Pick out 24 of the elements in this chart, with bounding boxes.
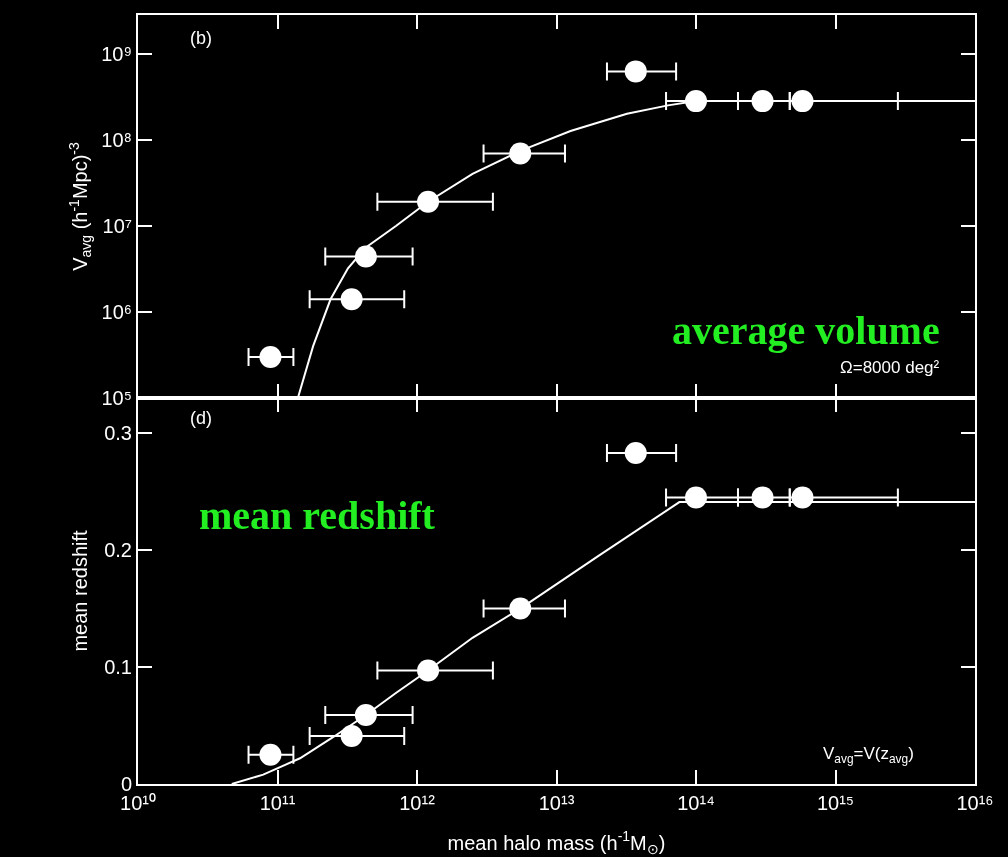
y-tick-label: 0.3 bbox=[104, 422, 132, 445]
annotation: V$_{avg}$=V(z$_{avg}$) bbox=[823, 744, 914, 766]
y-tick-label: 10⁷ bbox=[102, 214, 132, 237]
y-tick-label: 10⁶ bbox=[101, 300, 132, 323]
y-axis-title: mean redshift bbox=[69, 529, 91, 652]
x-tick-label: 10¹⁰ bbox=[120, 792, 156, 814]
x-tick-label: 10¹² bbox=[399, 792, 436, 814]
y-tick-label: 0.2 bbox=[104, 539, 132, 562]
x-tick-label: 10¹⁵ bbox=[816, 792, 855, 814]
y-tick-label: 0 bbox=[120, 773, 132, 795]
annotation: (b) bbox=[190, 28, 212, 48]
x-axis-title: mean halo mass (h$^{-1}$M$_{⊙}$) bbox=[447, 828, 666, 857]
annotation: (d) bbox=[190, 408, 212, 428]
y-tick-label: 10⁸ bbox=[101, 128, 132, 151]
annotation: Ω=8000 deg² bbox=[840, 358, 940, 377]
annotation: mean redshift bbox=[199, 493, 436, 538]
x-tick-label: 10¹¹ bbox=[259, 792, 296, 814]
x-tick-label: 10¹⁴ bbox=[677, 792, 715, 814]
y-tick-label: 10⁹ bbox=[101, 42, 132, 65]
x-tick-label: 10¹³ bbox=[538, 792, 575, 814]
y-tick-label: 0.1 bbox=[104, 656, 132, 679]
annotation: average volume bbox=[672, 308, 940, 353]
y-tick-label: 10⁵ bbox=[101, 387, 132, 409]
x-tick-label: 10¹⁶ bbox=[956, 792, 994, 814]
